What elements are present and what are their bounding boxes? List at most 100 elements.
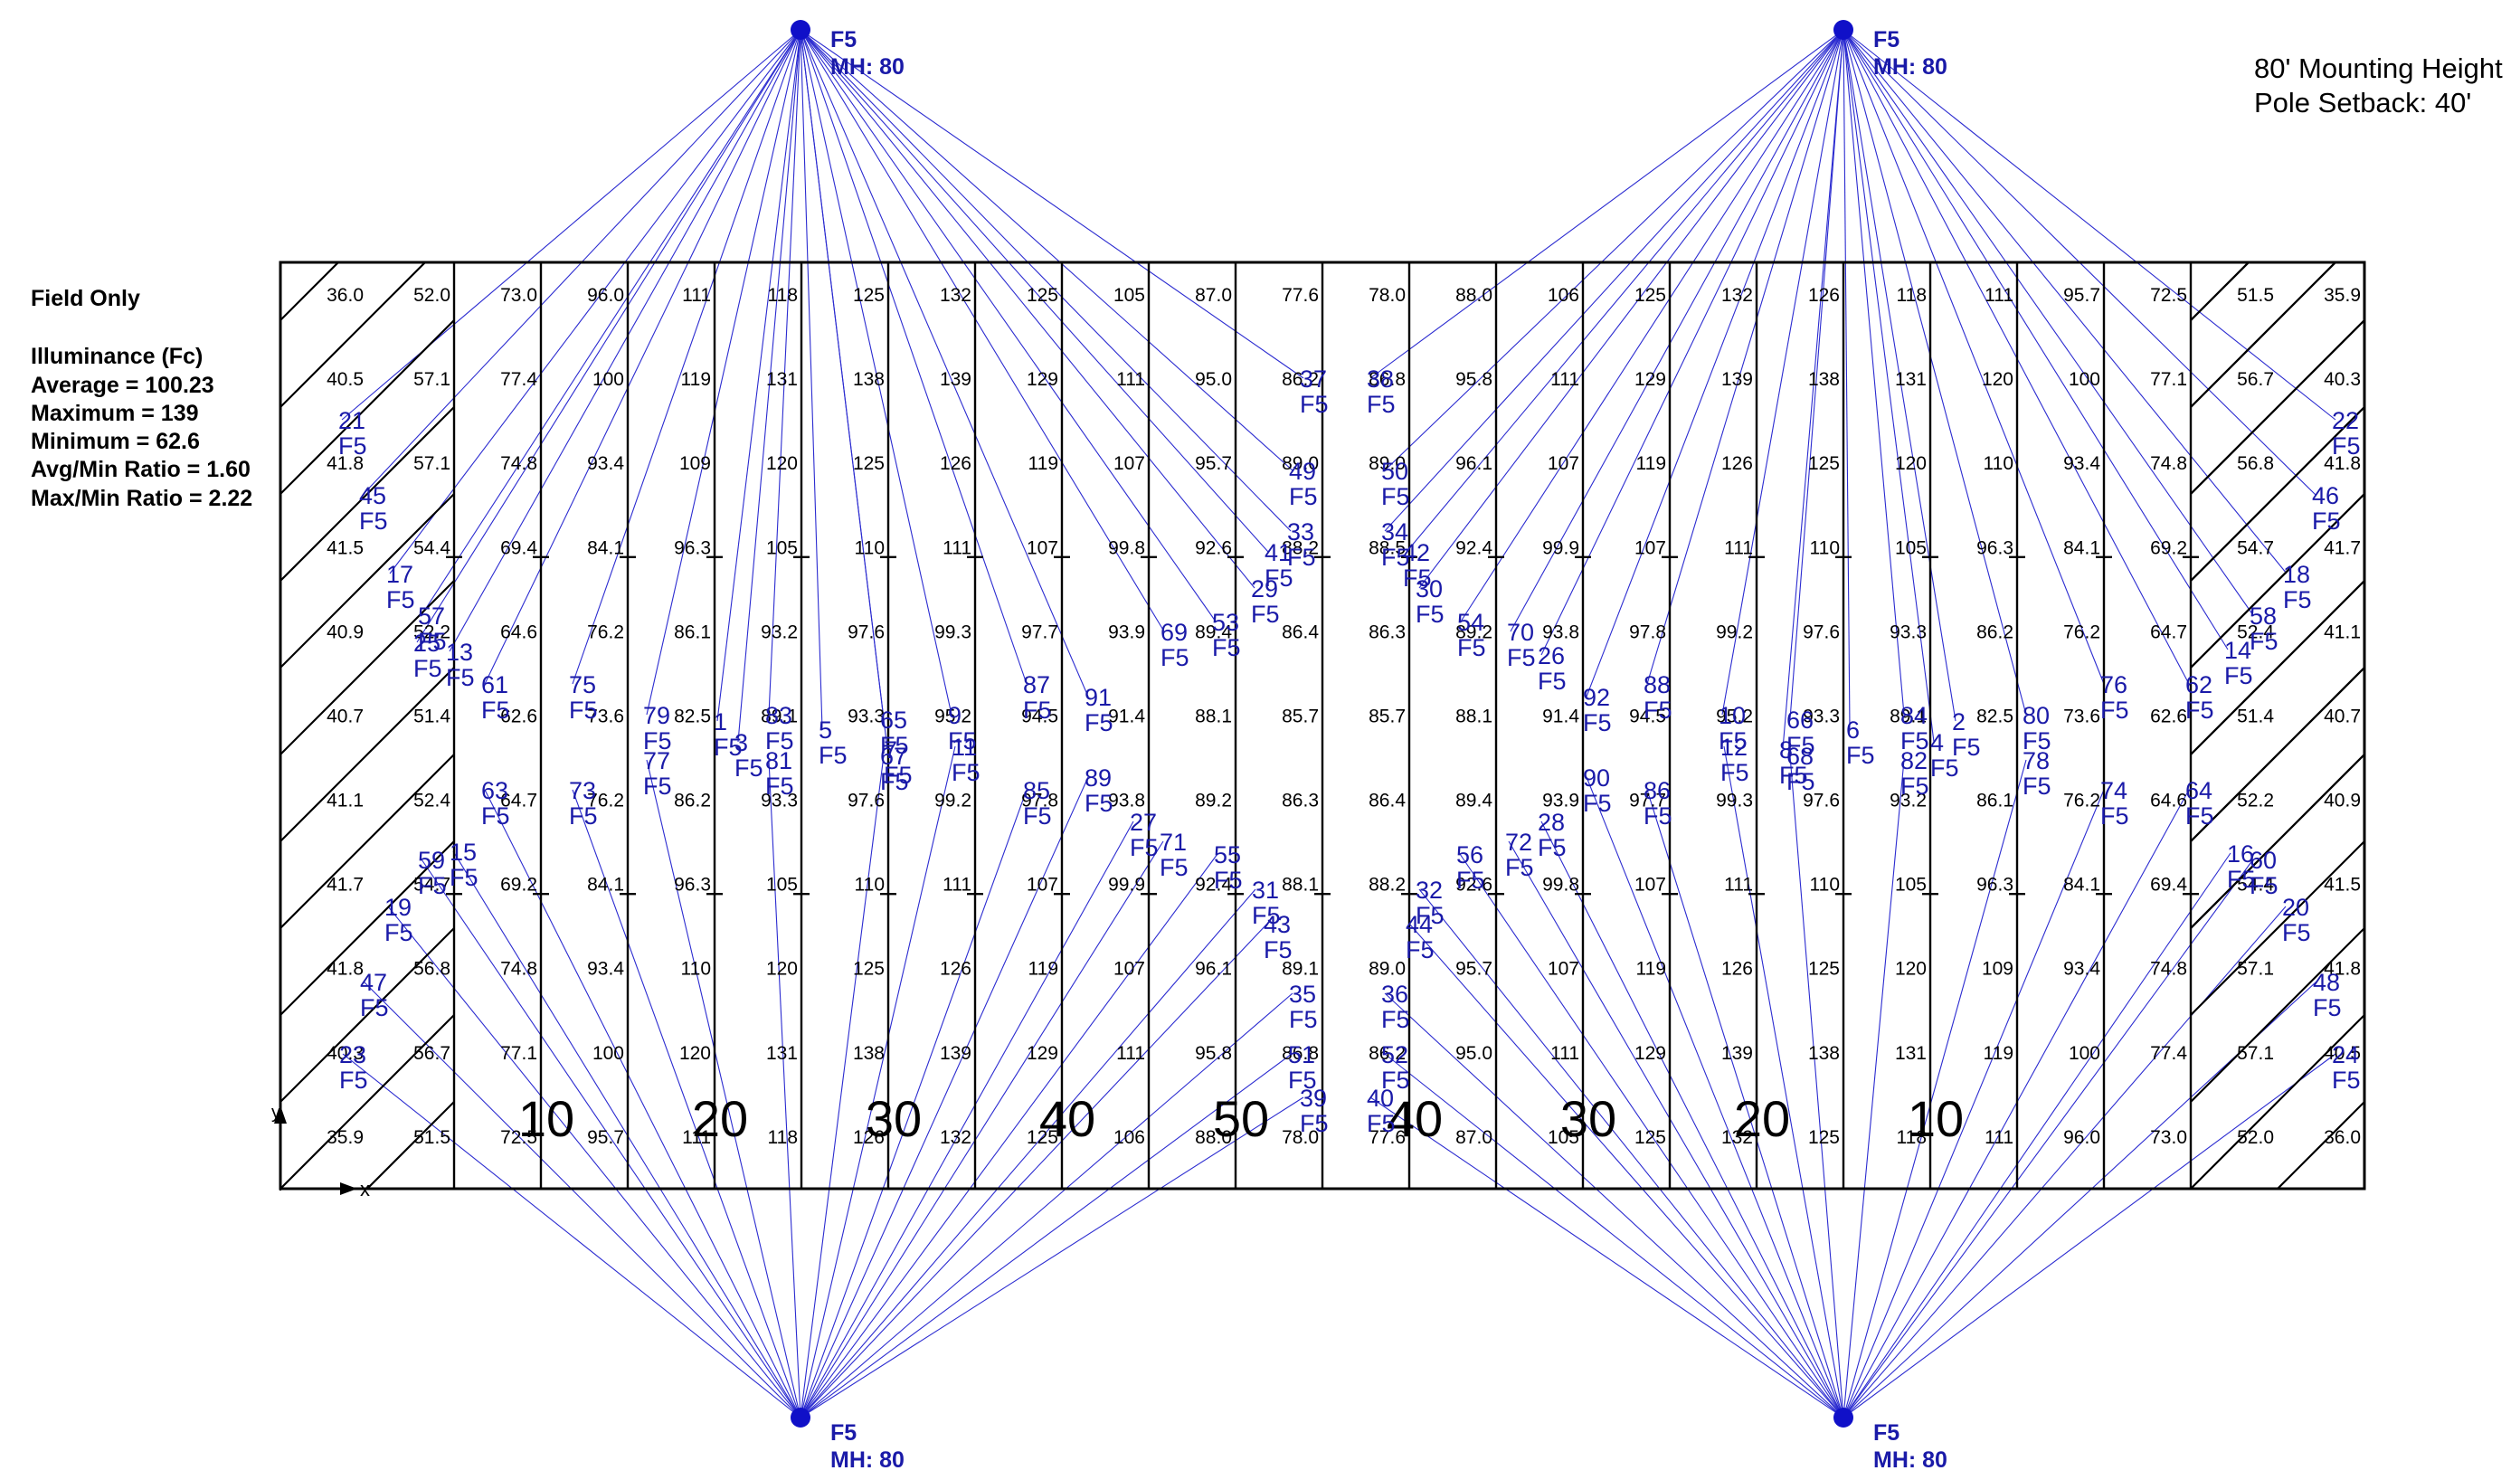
illuminance-value: 74.8: [500, 959, 537, 980]
aim-line-91: [800, 29, 1089, 697]
aim-line-16: [1843, 852, 2231, 1418]
illuminance-value: 77.6: [1369, 1127, 1406, 1148]
illuminance-value: 126: [940, 959, 971, 980]
aim-point-number: 47: [360, 969, 387, 996]
illuminance-value: 97.7: [1629, 791, 1666, 811]
illuminance-value: 93.4: [587, 453, 624, 474]
aim-line-79: [646, 29, 801, 716]
aim-point-fixture: F5: [2224, 662, 2253, 689]
illuminance-value: 62.6: [2150, 706, 2187, 726]
illuminance-value: 105: [1895, 875, 1927, 896]
illuminance-value: 129: [1634, 369, 1666, 390]
aim-point-number: 48: [2313, 969, 2340, 996]
pole-mounting-height: MH: 80: [830, 1447, 905, 1473]
aim-point-fixture: F5: [1212, 634, 1241, 661]
illuminance-value: 69.4: [500, 537, 537, 558]
aim-point-number: 72: [1505, 829, 1532, 856]
pole-marker[interactable]: [791, 1408, 810, 1428]
aim-point-number: 51: [1288, 1041, 1315, 1068]
aim-point-number: 39: [1300, 1085, 1327, 1112]
illuminance-value: 110: [1810, 875, 1840, 896]
illuminance-value: 126: [940, 453, 971, 474]
illuminance-value: 40.9: [2324, 791, 2361, 811]
illuminance-value: 92.6: [1195, 537, 1232, 558]
illuminance-value: 93.9: [1108, 621, 1145, 642]
pole-marker[interactable]: [791, 20, 810, 40]
aim-line-21: [341, 29, 801, 421]
illuminance-value: 119: [681, 369, 711, 390]
aim-line-1: [716, 29, 801, 722]
illuminance-value: 72.5: [500, 1127, 537, 1148]
illuminance-value: 111: [943, 875, 971, 896]
pole-fixture-type: F5: [1873, 1420, 1899, 1446]
illuminance-value: 129: [1027, 1043, 1058, 1064]
aim-line-37: [800, 29, 1304, 379]
aim-line-27: [800, 821, 1134, 1418]
aim-point-fixture: F5: [1251, 601, 1280, 628]
illuminance-value: 40.9: [327, 621, 364, 642]
aim-line-41: [800, 29, 1269, 553]
aim-point-number: 52: [1381, 1041, 1408, 1068]
aim-point-number: 75: [569, 671, 596, 698]
aim-point-number: 5: [819, 716, 832, 744]
illuminance-value: 96.1: [1455, 453, 1492, 474]
illuminance-value: 119: [1028, 453, 1058, 474]
illuminance-value: 93.8: [1542, 621, 1579, 642]
aim-point-number: 8: [1779, 736, 1793, 764]
aim-line-4: [1843, 29, 1935, 743]
pole-mounting-height: MH: 80: [830, 54, 905, 80]
aim-line-22: [1843, 29, 2336, 421]
summary-block: Field Only Illuminance (Fc) Average = 10…: [31, 286, 252, 511]
aim-point-fixture: F5: [2312, 508, 2341, 535]
illuminance-value: 88.2: [1369, 875, 1406, 896]
illuminance-value: 84.1: [587, 875, 624, 896]
aim-point-fixture: F5: [1264, 936, 1293, 963]
aim-point-fixture: F5: [1900, 773, 1929, 800]
pole-marker[interactable]: [1833, 1408, 1853, 1428]
illuminance-value: 52.4: [413, 791, 450, 811]
summary-minimum: Minimum = 62.6: [31, 429, 200, 454]
aim-point-fixture: F5: [1505, 854, 1534, 881]
aim-line-24: [1843, 1053, 2336, 1418]
hatch-left: [1756, 262, 2364, 1189]
aim-point-fixture: F5: [1644, 697, 1672, 724]
aim-line-36: [1384, 992, 1844, 1418]
illuminance-value: 86.1: [674, 621, 711, 642]
aim-point-number: 63: [481, 777, 508, 804]
aim-line-65: [800, 29, 885, 720]
aim-point-fixture: F5: [1214, 867, 1243, 894]
aim-line-40: [1369, 1096, 1844, 1418]
aim-point-number: 40: [1367, 1085, 1394, 1112]
aim-point-number: 73: [569, 777, 596, 804]
aim-line-56: [1459, 853, 1844, 1418]
illuminance-value: 57.1: [2237, 959, 2274, 980]
aim-point-number: 50: [1381, 458, 1408, 485]
illuminance-value: 105: [1895, 537, 1927, 558]
yard-marker: 10: [518, 1090, 574, 1147]
aim-point-fixture: F5: [418, 872, 447, 899]
aim-point-fixture: F5: [765, 773, 794, 800]
illuminance-value: 95.8: [1195, 1043, 1232, 1064]
illuminance-value: 40.3: [327, 1043, 364, 1064]
illuminance-value: 107: [1113, 453, 1145, 474]
pole-marker[interactable]: [1833, 20, 1853, 40]
illuminance-value: 126: [1721, 453, 1753, 474]
aim-line-69: [800, 29, 1165, 632]
aim-line-47: [363, 981, 801, 1418]
illuminance-value: 72.5: [2150, 285, 2187, 306]
aim-point-number: 53: [1212, 609, 1239, 636]
illuminance-value: 77.1: [2150, 369, 2187, 390]
illuminance-value: 89.1: [1282, 959, 1319, 980]
illuminance-value: 132: [940, 1127, 971, 1148]
illuminance-value: 119: [1984, 1043, 2013, 1064]
illuminance-value: 52.2: [2237, 791, 2274, 811]
aim-point-number: 29: [1251, 575, 1278, 602]
illuminance-value: 86.4: [1282, 621, 1319, 642]
aim-point-number: 14: [2224, 637, 2251, 664]
aim-point-fixture: F5: [2332, 432, 2361, 460]
illuminance-value: 73.6: [587, 706, 624, 726]
hatch-left: [280, 262, 513, 1189]
aim-point-fixture: F5: [1300, 1110, 1329, 1137]
illuminance-value: 94.5: [1629, 706, 1666, 726]
